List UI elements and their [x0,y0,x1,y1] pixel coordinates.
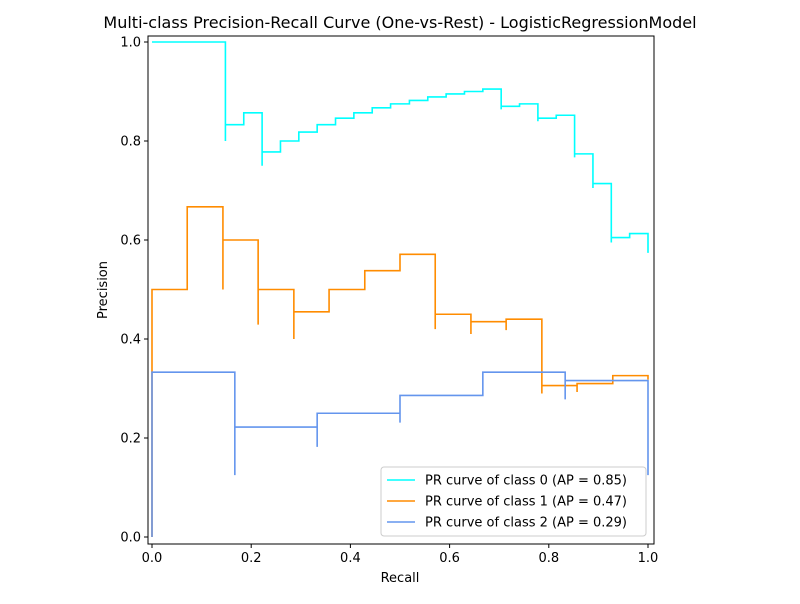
y-tick-label: 0.8 [120,135,141,150]
y-tick-label: 1.0 [120,36,141,51]
y-axis: 0.0 0.2 0.4 0.6 0.8 1.0 [120,36,148,546]
x-tick-label: 0.2 [241,551,262,566]
legend-box [380,466,647,537]
legend-label-class-0: PR curve of class 0 (AP = 0.85) [425,474,627,489]
chart-title: Multi-class Precision-Recall Curve (One-… [103,13,696,32]
x-tick-label: 1.0 [638,551,659,566]
legend-label-class-2: PR curve of class 2 (AP = 0.29) [425,516,627,531]
y-axis-label: Precision [96,261,111,319]
legend: PR curve of class 0 (AP = 0.85) PR curve … [380,466,647,537]
y-tick-label: 0.2 [120,432,141,447]
x-axis-label: Recall [381,571,420,586]
y-tick-label: 0.4 [120,333,141,348]
legend-label-class-1: PR curve of class 1 (AP = 0.47) [425,495,627,510]
series-line-class-0 [152,41,649,253]
axes-frame [147,35,655,545]
y-tick-label: 0.6 [120,234,141,249]
x-tick-label: 0.8 [538,551,559,566]
x-tick-label: 0.0 [142,551,163,566]
series-line-class-1 [151,206,649,537]
x-tick-label: 0.4 [340,551,361,566]
x-axis: 0.0 0.2 0.4 0.6 0.8 1.0 [142,544,659,566]
series-layer [151,41,649,537]
y-tick-label: 0.0 [120,531,141,546]
x-tick-label: 0.6 [439,551,460,566]
series-line-class-2 [151,371,649,537]
